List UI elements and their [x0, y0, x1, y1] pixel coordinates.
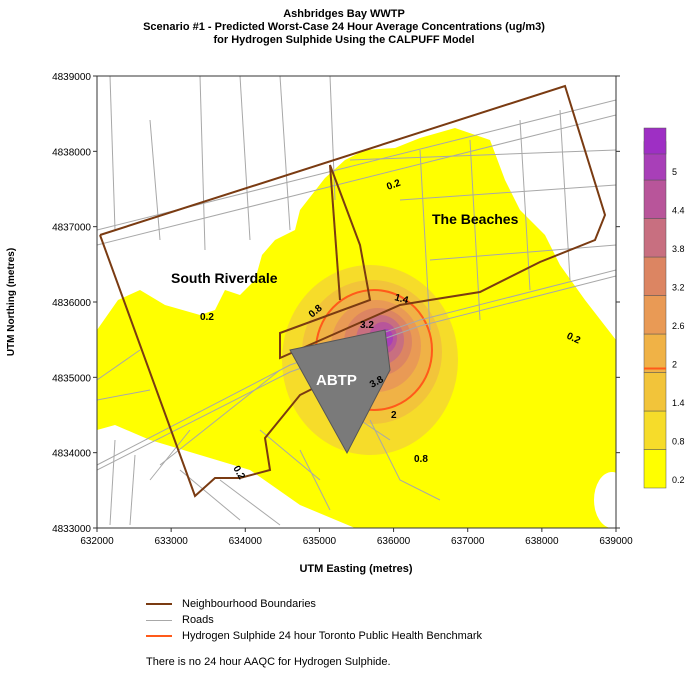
y-tick-label: 4837000: [52, 223, 91, 234]
colorbar-swatch: [643, 295, 667, 335]
x-axis-label: UTM Easting (metres): [299, 563, 412, 575]
legend-swatch: [146, 603, 172, 605]
colorbar-swatch: [643, 127, 667, 155]
aaqc-note: There is no 24 hour AAQC for Hydrogen Su…: [146, 656, 391, 668]
colorbar-level-label: 0.8: [672, 437, 685, 447]
y-axis-label: UTM Northing (metres): [6, 248, 17, 356]
map-subtitle: Scenario #1 - Predicted Worst-Case 24 Ho…: [143, 21, 545, 33]
contour-label: 2: [391, 410, 397, 421]
y-tick-labels: 4839000 4838000 4837000 4836000 4835000 48340…: [52, 72, 91, 535]
colorbar-swatch: [643, 179, 667, 219]
label-the-beaches: The Beaches: [432, 211, 519, 227]
contour-label: 3.2: [360, 320, 374, 331]
x-tick-label: 637000: [451, 536, 485, 547]
legend-label: Hydrogen Sulphide 24 hour Toronto Public…: [182, 630, 483, 642]
colorbar-swatch: [643, 449, 667, 489]
axis-ticks: [93, 75, 620, 532]
colorbar-level-label: 3.2: [672, 283, 685, 293]
colorbar-swatch: [643, 372, 667, 412]
contour-label: 0.2: [385, 178, 402, 193]
colorbar-level-label: 3.8: [672, 244, 685, 254]
map-subtitle-2: for Hydrogen Sulphide Using the CALPUFF …: [213, 34, 475, 46]
colorbar-level-label: 2.6: [672, 321, 685, 331]
legend-label: Roads: [182, 614, 214, 626]
label-abtp: ABTP: [316, 372, 357, 389]
x-tick-label: 636000: [377, 536, 411, 547]
colorbar-level-label: 0.2: [672, 475, 685, 485]
legend-label: Neighbourhood Boundaries: [182, 598, 316, 610]
map-title: Ashbridges Bay WWTP: [283, 8, 405, 20]
y-tick-label: 4838000: [52, 147, 91, 158]
colorbar-swatch: [643, 218, 667, 258]
x-tick-label: 639000: [599, 536, 633, 547]
contour-label: 0.2: [565, 331, 583, 347]
legend-item-boundaries: Neighbourhood Boundaries: [146, 596, 482, 612]
contour-label: 1.4: [393, 292, 410, 306]
colorbar-swatch: [643, 410, 667, 450]
colorbar-level-label: 4.4: [672, 206, 685, 216]
abtp-site: [289, 329, 391, 455]
x-tick-label: 633000: [154, 536, 188, 547]
label-south-riverdale: South Riverdale: [171, 270, 278, 286]
y-tick-label: 4836000: [52, 298, 91, 309]
y-tick-label: 4835000: [52, 373, 91, 384]
y-tick-label: 4839000: [52, 72, 91, 83]
x-tick-label: 632000: [80, 536, 114, 547]
x-tick-label: 638000: [525, 536, 559, 547]
colorbar-level-label: 2: [672, 360, 677, 370]
colorbar-swatch: [643, 256, 667, 296]
colorbar-level-label: 5: [672, 167, 677, 177]
legend-swatch: [146, 619, 172, 621]
contour-label: 0.8: [414, 454, 428, 465]
x-tick-label: 634000: [229, 536, 263, 547]
neighbourhood-boundaries: [99, 84, 607, 498]
legend: Neighbourhood Boundaries Roads Hydrogen …: [146, 596, 482, 644]
colorbar-swatch: [643, 333, 667, 373]
y-tick-label: 4834000: [52, 449, 91, 460]
colorbar: 0.2 0.8 1.4 2 2.6 3.2 3.8 4.4 5: [643, 127, 685, 489]
legend-item-benchmark: Hydrogen Sulphide 24 hour Toronto Public…: [146, 628, 482, 644]
colorbar-level-label: 1.4: [672, 398, 685, 408]
x-tick-labels: 632000 633000 634000 635000 636000 637000 6380…: [80, 536, 633, 547]
legend-swatch: [146, 635, 172, 637]
map-area: [97, 76, 616, 528]
y-tick-label: 4833000: [52, 524, 91, 535]
x-tick-label: 635000: [303, 536, 337, 547]
legend-item-roads: Roads: [146, 612, 482, 628]
contour-label: 0.2: [200, 312, 214, 323]
